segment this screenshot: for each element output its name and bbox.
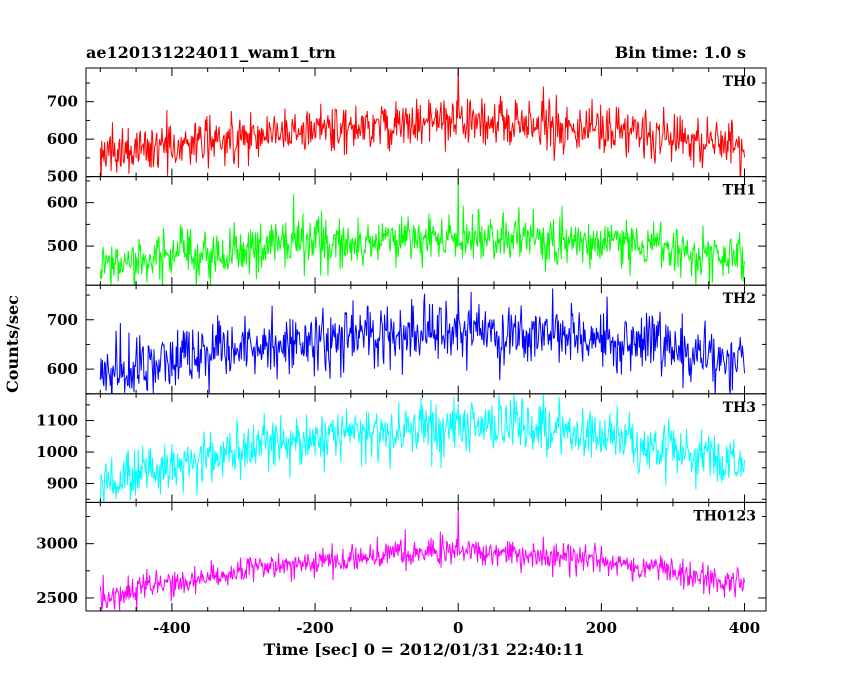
panel-th3: 900 1000 1100 TH3 — [36, 391, 767, 514]
x-axis-title: Time [sec] 0 = 2012/01/31 22:40:11 — [264, 640, 585, 659]
series-line-th2 — [100, 285, 744, 407]
y-tick-label: 2500 — [36, 589, 78, 607]
y-tick-label: 1000 — [36, 443, 78, 461]
series-line-th0123 — [100, 508, 744, 611]
series-line-th3 — [100, 391, 744, 514]
y-tick-label: 500 — [47, 168, 78, 186]
x-tick-label: 400 — [729, 619, 760, 637]
observation-id: ae120131224011_wam1_trn — [86, 43, 336, 62]
x-tick-label: -400 — [153, 619, 191, 637]
series-line-th1 — [100, 177, 744, 294]
panel-label-th0123: TH0123 — [693, 508, 756, 524]
y-tick-label: 600 — [47, 194, 78, 212]
panel-label-th3: TH3 — [723, 400, 756, 416]
y-tick-label: 600 — [47, 360, 78, 378]
x-tick-label: 200 — [586, 619, 617, 637]
panel-frame — [85, 501, 767, 612]
panel-th0123: -400 -200 0 200 400 2500 3000 TH0123 — [36, 501, 767, 637]
panel-label-th0: TH0 — [723, 74, 757, 90]
chart-panels: 500 600 700 TH0 500 600 TH1 600 700 TH2 900 1000 110… — [36, 67, 767, 637]
y-tick-label: 1100 — [36, 412, 78, 430]
y-tick-label: 700 — [47, 93, 78, 111]
panel-label-th1: TH1 — [723, 183, 756, 199]
panel-label-th2: TH2 — [723, 291, 756, 307]
series-line-th0 — [100, 68, 744, 185]
y-tick-label: 600 — [47, 130, 78, 148]
y-tick-label: 500 — [47, 237, 78, 255]
y-tick-label: 700 — [47, 311, 78, 329]
bin-time-label: Bin time: 1.0 s — [615, 43, 746, 62]
panel-th2: 600 700 TH2 — [47, 284, 767, 407]
y-tick-label: 3000 — [36, 535, 78, 553]
y-tick-label: 900 — [47, 475, 78, 493]
y-axis-title: Counts/sec — [3, 295, 22, 393]
x-tick-label: 0 — [453, 619, 463, 637]
x-tick-label: -200 — [296, 619, 334, 637]
